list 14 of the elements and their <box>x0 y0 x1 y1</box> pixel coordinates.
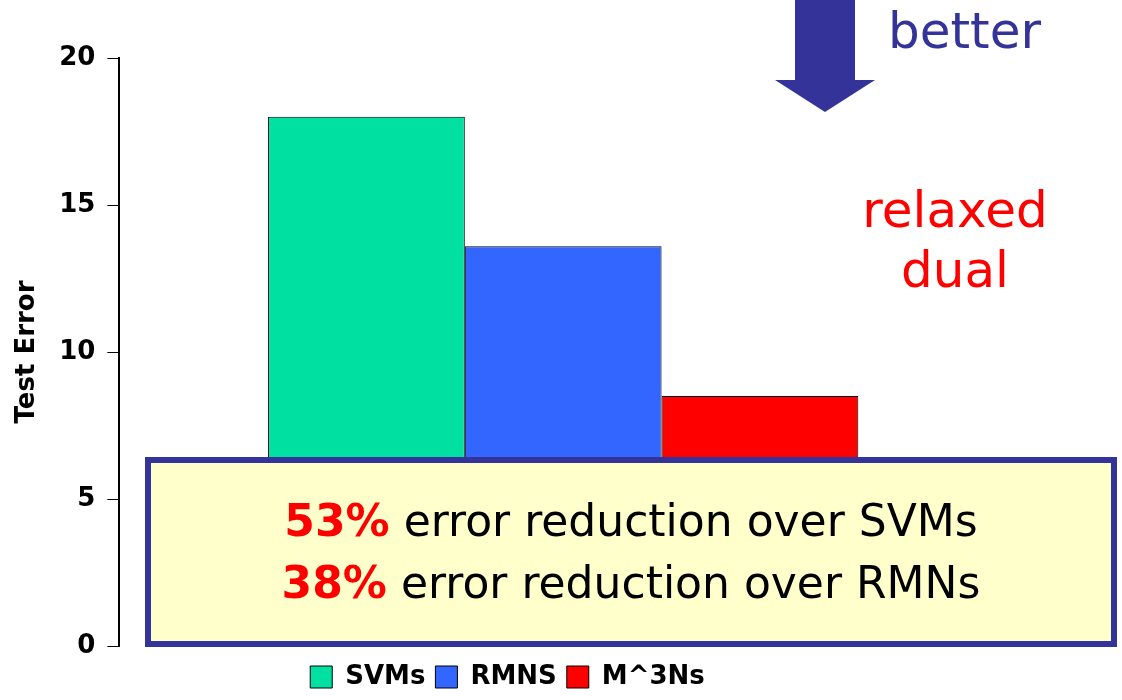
legend-label: M^3Ns <box>601 659 705 690</box>
y-tick-label: 0 <box>77 628 96 659</box>
annotation: relaxed dual <box>861 180 1049 300</box>
y-tick-label: 5 <box>77 481 96 512</box>
annotation: 53% error reduction over SVMs <box>284 494 978 548</box>
annotation: better <box>888 2 1042 60</box>
annotation: 38% error reduction over RMNs <box>281 556 981 610</box>
y-axis-title: Test Error <box>10 280 41 424</box>
y-tick-label: 10 <box>59 334 96 365</box>
note-box: 53% error reduction over SVMs 38% error reduction over RMNs <box>145 457 1117 647</box>
y-tick-label: 20 <box>59 40 96 71</box>
legend-label: SVMs <box>345 659 426 690</box>
legend-label: RMNS <box>470 659 557 690</box>
y-tick-label: 15 <box>59 187 96 218</box>
